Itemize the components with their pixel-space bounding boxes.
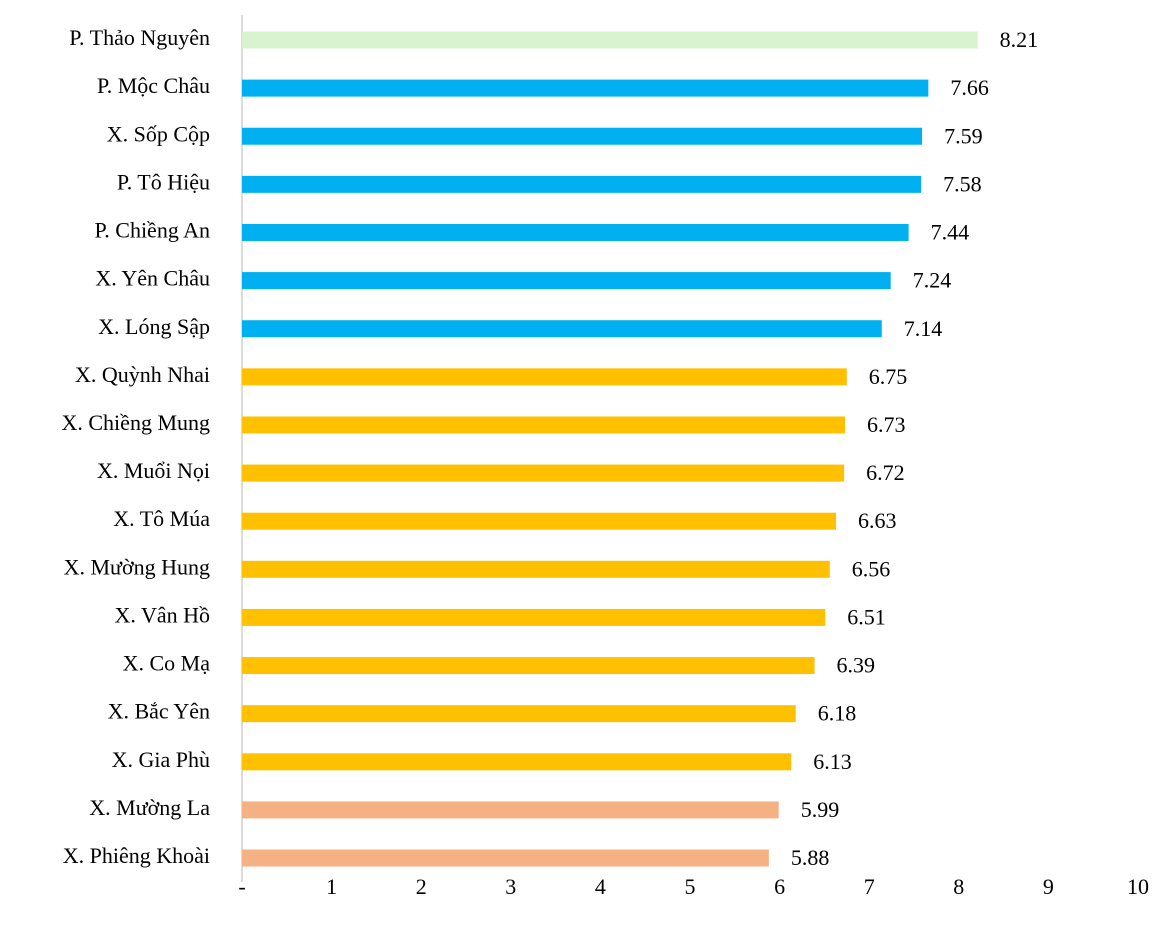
bar	[242, 223, 909, 241]
value-label: 7.66	[950, 75, 989, 100]
value-label: 6.51	[847, 604, 886, 629]
bar	[242, 705, 796, 723]
bar	[242, 657, 815, 675]
bar	[242, 272, 891, 290]
bar	[242, 801, 779, 819]
category-label: X. Phiêng Khoài	[63, 843, 210, 868]
bar	[242, 608, 826, 626]
category-label: X. Co Mạ	[123, 651, 211, 676]
x-tick-label: 3	[505, 874, 516, 899]
x-tick-label: 9	[1043, 874, 1054, 899]
category-label: X. Lóng Sập	[98, 314, 210, 339]
x-tick-label: 5	[685, 874, 696, 899]
x-tick-label: 10	[1127, 874, 1149, 899]
value-label: 8.21	[1000, 27, 1038, 52]
bar	[242, 320, 882, 338]
x-tick-label: -	[238, 874, 245, 899]
category-label: X. Tô Múa	[113, 506, 210, 531]
bar	[242, 175, 922, 193]
x-tick-label: 7	[864, 874, 875, 899]
bar	[242, 416, 846, 434]
category-label: P. Thảo Nguyên	[69, 25, 210, 50]
bar	[242, 560, 830, 578]
category-label: X. Sốp Cộp	[107, 121, 210, 146]
bar	[242, 464, 845, 482]
bar	[242, 127, 923, 145]
value-label: 6.56	[852, 556, 891, 581]
x-tick-label: 8	[953, 874, 964, 899]
value-label: 7.44	[931, 220, 970, 245]
category-label: P. Mộc Châu	[97, 73, 210, 98]
value-label: 6.39	[837, 653, 876, 678]
bar	[242, 31, 978, 49]
x-tick-label: 2	[416, 874, 427, 899]
value-label: 7.24	[913, 268, 952, 293]
category-label: P. Chiềng An	[94, 218, 210, 243]
bar	[242, 512, 837, 530]
value-label: 6.75	[869, 364, 908, 389]
value-label: 6.73	[867, 412, 906, 437]
category-label: X. Chiềng Mung	[62, 410, 211, 435]
x-tick-label: 1	[326, 874, 337, 899]
value-label: 6.13	[813, 749, 852, 774]
category-label: X. Vân Hồ	[114, 602, 210, 627]
value-label: 6.18	[818, 701, 857, 726]
x-tick-label: 4	[595, 874, 606, 899]
category-label: X. Quỳnh Nhai	[75, 362, 210, 387]
category-label: X. Muổi Nọi	[97, 458, 210, 483]
x-tick-label: 6	[774, 874, 785, 899]
bar	[242, 753, 792, 771]
category-label: X. Mường La	[89, 795, 210, 820]
bar	[242, 368, 847, 386]
bar	[242, 849, 769, 867]
category-label: X. Gia Phù	[112, 747, 210, 772]
value-label: 5.99	[801, 797, 840, 822]
value-label: 7.59	[944, 123, 983, 148]
bar	[242, 79, 929, 97]
category-label: X. Mường Hung	[64, 554, 210, 579]
category-label: P. Tô Hiệu	[117, 169, 210, 194]
value-label: 5.88	[791, 845, 830, 870]
category-label: X. Bắc Yên	[108, 699, 210, 724]
category-label: X. Yên Châu	[95, 266, 210, 291]
value-label: 6.72	[866, 460, 905, 485]
value-label: 7.58	[943, 171, 982, 196]
value-label: 6.63	[858, 508, 897, 533]
value-label: 7.14	[904, 316, 943, 341]
